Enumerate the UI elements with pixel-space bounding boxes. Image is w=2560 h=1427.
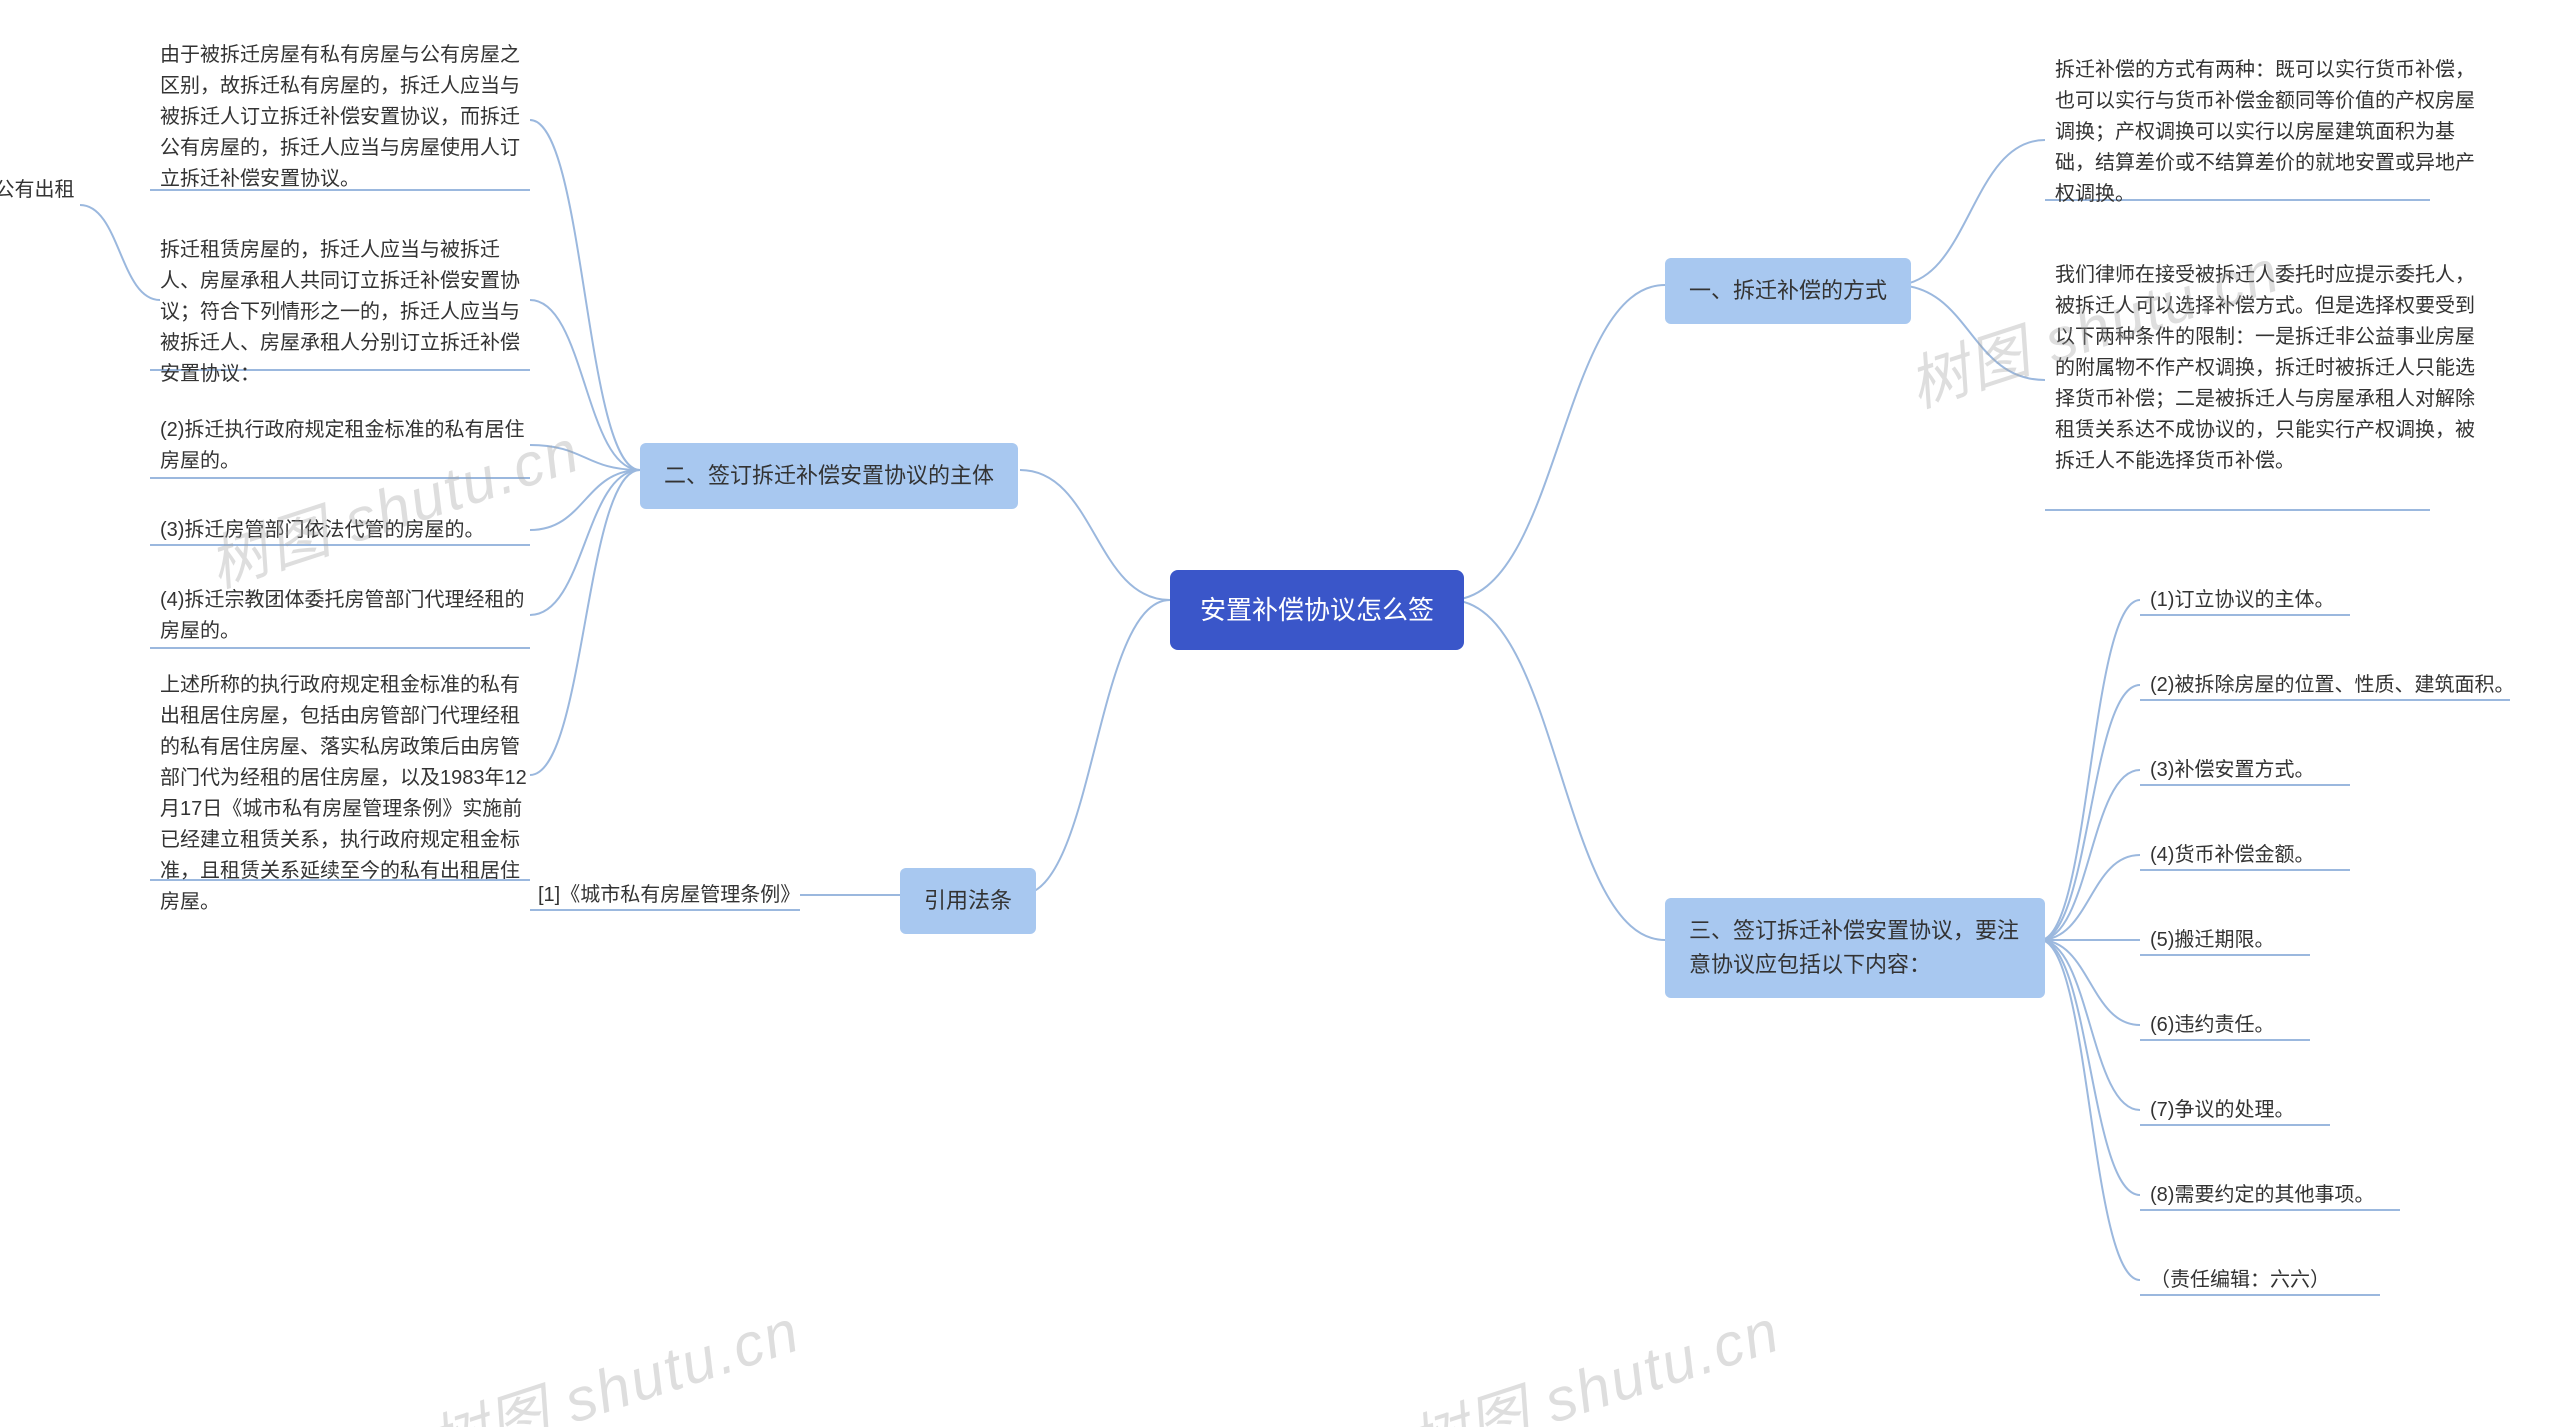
leaf-content-8: (8)需要约定的其他事项。 [2150, 1180, 2374, 1211]
leaf-subject-5: (4)拆迁宗教团体委托房管部门代理经租的房屋的。 [160, 585, 530, 647]
branch-signing-subject[interactable]: 二、签订拆迁补偿安置协议的主体 [640, 443, 1018, 509]
leaf-content-6: (6)违约责任。 [2150, 1010, 2274, 1041]
branch-label: 二、签订拆迁补偿安置协议的主体 [664, 463, 994, 488]
leaf-content-1: (1)订立协议的主体。 [2150, 585, 2334, 616]
branch-label: 一、拆迁补偿的方式 [1689, 278, 1887, 303]
leaf-subject-6: 上述所称的执行政府规定租金标准的私有出租居住房屋，包括由房管部门代理经租的私有居… [160, 670, 530, 918]
branch-label: 三、签订拆迁补偿安置协议，要注意协议应包括以下内容： [1689, 918, 2019, 977]
leaf-subject-1: 由于被拆迁房屋有私有房屋与公有房屋之区别，故拆迁私有房屋的，拆迁人应当与被拆迁人… [160, 40, 530, 195]
leaf-content-5: (5)搬迁期限。 [2150, 925, 2274, 956]
branch-legal-reference[interactable]: 引用法条 [900, 868, 1036, 934]
leaf-subject-2-sub: (1)拆迁执行政府规定租金标准的公有出租房屋且被拆迁人选择货币补偿的。 [0, 175, 80, 237]
root-node[interactable]: 安置补偿协议怎么签 [1170, 570, 1464, 650]
watermark: 树图 shutu.cn [416, 1283, 810, 1427]
leaf-content-3: (3)补偿安置方式。 [2150, 755, 2314, 786]
leaf-content-4: (4)货币补偿金额。 [2150, 840, 2314, 871]
leaf-method-1: 拆迁补偿的方式有两种：既可以实行货币补偿，也可以实行与货币补偿金额同等价值的产权… [2055, 55, 2485, 210]
branch-agreement-contents[interactable]: 三、签订拆迁补偿安置协议，要注意协议应包括以下内容： [1665, 898, 2045, 998]
branch-compensation-method[interactable]: 一、拆迁补偿的方式 [1665, 258, 1911, 324]
leaf-content-7: (7)争议的处理。 [2150, 1095, 2294, 1126]
branch-label: 引用法条 [924, 888, 1012, 913]
leaf-content-2: (2)被拆除房屋的位置、性质、建筑面积。 [2150, 670, 2514, 701]
leaf-subject-2: 拆迁租赁房屋的，拆迁人应当与被拆迁人、房屋承租人共同订立拆迁补偿安置协议；符合下… [160, 235, 530, 390]
leaf-legal-1: [1]《城市私有房屋管理条例》 [538, 880, 800, 911]
mindmap-canvas: 安置补偿协议怎么签 一、拆迁补偿的方式 拆迁补偿的方式有两种：既可以实行货币补偿… [0, 0, 2560, 1427]
leaf-content-9: （责任编辑：六六） [2150, 1265, 2330, 1296]
root-label: 安置补偿协议怎么签 [1200, 595, 1434, 625]
watermark: 树图 shutu.cn [1396, 1283, 1790, 1427]
